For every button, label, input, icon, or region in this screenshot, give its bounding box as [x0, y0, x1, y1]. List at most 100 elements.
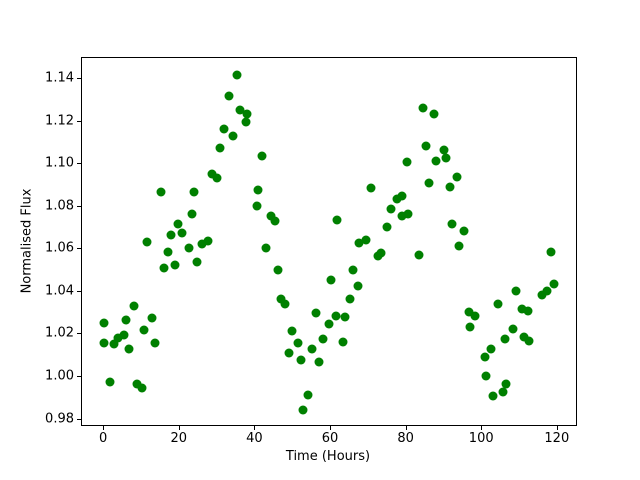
data-point [465, 322, 475, 332]
data-point [517, 304, 527, 314]
data-point [524, 336, 534, 346]
x-tick-mark [254, 426, 256, 430]
data-point [270, 216, 280, 226]
data-point [99, 338, 109, 348]
data-point [241, 117, 251, 127]
data-point [253, 185, 263, 195]
y-tick-mark [76, 163, 81, 165]
data-point [159, 263, 169, 273]
data-point [537, 290, 547, 300]
x-tick-mark [405, 426, 407, 430]
data-point [273, 265, 283, 275]
data-point [207, 169, 217, 179]
data-point [452, 172, 462, 182]
data-point [354, 238, 364, 248]
data-point [276, 294, 286, 304]
y-tick-mark [76, 78, 81, 80]
data-point [486, 344, 496, 354]
data-point [105, 377, 115, 387]
data-point [307, 344, 317, 354]
data-point [266, 211, 276, 221]
data-point [99, 318, 109, 328]
data-point [224, 91, 234, 101]
data-point [113, 333, 123, 343]
data-point [500, 334, 510, 344]
x-tick-mark [556, 426, 558, 430]
data-point [187, 209, 197, 219]
data-point [298, 405, 308, 415]
data-point [142, 237, 152, 247]
x-tick-mark [178, 426, 180, 430]
data-point [414, 250, 424, 260]
data-point [219, 124, 229, 134]
data-point [314, 357, 324, 367]
data-point [166, 230, 176, 240]
data-point [303, 390, 313, 400]
data-point [311, 308, 321, 318]
data-point [252, 201, 262, 211]
data-point [338, 337, 348, 347]
data-point [203, 236, 213, 246]
y-tick-label: 1.04 [45, 283, 74, 299]
data-point [546, 247, 556, 257]
data-point [261, 243, 271, 253]
data-point [376, 248, 386, 258]
y-tick-label: 1.06 [45, 240, 74, 256]
data-point [421, 141, 431, 151]
data-point [519, 332, 529, 342]
data-point [163, 247, 173, 257]
y-tick-mark [76, 290, 81, 292]
data-point [139, 325, 149, 335]
data-point [189, 187, 199, 197]
data-point [511, 286, 521, 296]
data-point [280, 299, 290, 309]
data-point [353, 281, 363, 291]
data-point [392, 194, 402, 204]
x-tick-label: 100 [468, 431, 494, 446]
x-tick-label: 80 [397, 431, 414, 446]
data-point [287, 326, 297, 336]
data-point [480, 352, 490, 362]
data-point [424, 178, 434, 188]
data-point [549, 279, 559, 289]
data-point [150, 338, 160, 348]
data-point [386, 204, 396, 214]
data-point [293, 338, 303, 348]
data-point [331, 311, 341, 321]
data-point [129, 301, 139, 311]
y-tick-mark [76, 376, 81, 378]
data-point [447, 219, 457, 229]
x-tick-mark [103, 426, 105, 430]
data-point [488, 391, 498, 401]
data-point [324, 319, 334, 329]
data-point [121, 315, 131, 325]
x-tick-label: 20 [170, 431, 188, 446]
data-point [215, 143, 225, 153]
x-tick-label: 40 [246, 431, 263, 446]
data-point [429, 109, 439, 119]
data-point [228, 131, 238, 141]
data-point [109, 339, 119, 349]
data-point [397, 211, 407, 221]
plot-area [80, 57, 577, 426]
data-point [542, 286, 552, 296]
data-point [124, 344, 134, 354]
data-point [382, 222, 392, 232]
y-tick-label: 1.14 [45, 70, 74, 86]
y-tick-mark [76, 333, 81, 335]
x-tick-mark [330, 426, 331, 430]
data-point [441, 153, 451, 163]
data-point [445, 182, 455, 192]
data-point [454, 241, 464, 251]
data-point [197, 239, 207, 249]
data-point [326, 275, 336, 285]
data-point [493, 299, 503, 309]
data-point [170, 260, 180, 270]
data-point [403, 209, 413, 219]
data-point [235, 105, 245, 115]
y-axis-label: Normalised Flux [19, 188, 35, 294]
data-point [348, 265, 358, 275]
data-point [232, 70, 241, 80]
data-point [523, 306, 533, 316]
data-point [439, 145, 449, 155]
